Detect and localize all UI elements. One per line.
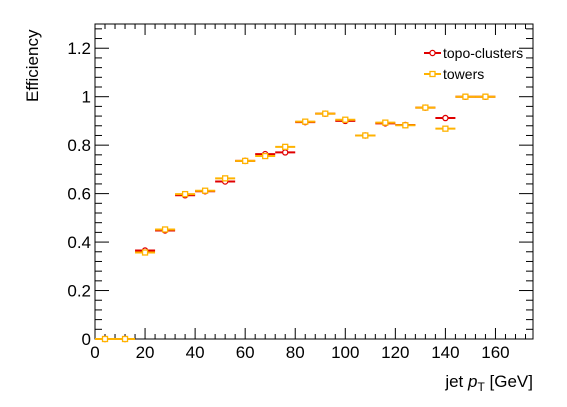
x-tick-label: 0 [90, 343, 99, 362]
y-tick-label: 1.2 [67, 39, 91, 58]
x-axis-title: jet pT [GeV] [444, 372, 533, 394]
data-point [302, 118, 309, 125]
data-point [181, 190, 189, 198]
data-point [242, 157, 249, 165]
data-point [262, 152, 269, 160]
y-tick-label: 0.6 [67, 185, 91, 204]
legend-marker [429, 70, 436, 78]
x-tick-label: 160 [481, 343, 509, 362]
data-point [161, 226, 169, 233]
data-point [281, 149, 289, 156]
series-towers [95, 93, 496, 343]
data-point [422, 104, 429, 111]
data-point [201, 187, 209, 194]
data-point [402, 122, 409, 129]
data-point [322, 110, 329, 117]
x-tick-label: 100 [331, 343, 359, 362]
y-tick-label: 0.2 [67, 282, 91, 301]
legend-label: topo-clusters [443, 45, 523, 61]
y-tick-label: 1 [82, 88, 91, 107]
y-tick-label: 0.4 [67, 233, 91, 252]
data-point [382, 119, 389, 126]
y-tick-label: 0 [82, 330, 91, 349]
x-tick-label: 40 [186, 343, 205, 362]
x-tick-label: 140 [431, 343, 459, 362]
legend-marker [429, 49, 436, 57]
data-point [342, 116, 349, 123]
x-tick-label: 120 [381, 343, 409, 362]
data-point [101, 335, 109, 343]
legend-label: towers [443, 66, 484, 82]
data-point [442, 125, 449, 132]
y-tick-label: 0.8 [67, 136, 91, 155]
x-tick-label: 20 [136, 343, 155, 362]
data-point [221, 175, 229, 182]
data-point [362, 132, 369, 139]
data-point [462, 93, 469, 100]
x-tick-label: 60 [236, 343, 255, 362]
data-point [121, 335, 129, 343]
data-point [442, 114, 449, 122]
data-series [95, 93, 496, 343]
data-point [141, 249, 149, 256]
data-point [482, 93, 489, 100]
data-point [282, 143, 289, 151]
plot-frame [94, 23, 534, 340]
x-tick-label: 80 [286, 343, 305, 362]
axes: 0 20 40 60 80 100 120 140 160 0 0.2 0.4 0.6 0.8 1 1.2 [67, 23, 534, 362]
legend: topo-clusters towers [424, 45, 523, 82]
y-axis-title: Efficiency [23, 29, 42, 102]
